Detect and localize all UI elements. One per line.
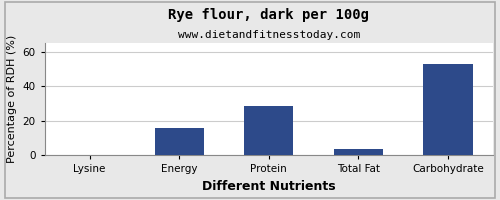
Bar xyxy=(154,128,204,155)
Bar xyxy=(244,106,294,155)
Y-axis label: Percentage of RDH (%): Percentage of RDH (%) xyxy=(7,35,17,163)
Text: Rye flour, dark per 100g: Rye flour, dark per 100g xyxy=(168,8,370,22)
Bar xyxy=(334,149,383,155)
X-axis label: Different Nutrients: Different Nutrients xyxy=(202,180,336,193)
Text: www.dietandfitnesstoday.com: www.dietandfitnesstoday.com xyxy=(178,30,360,40)
Bar xyxy=(424,64,472,155)
